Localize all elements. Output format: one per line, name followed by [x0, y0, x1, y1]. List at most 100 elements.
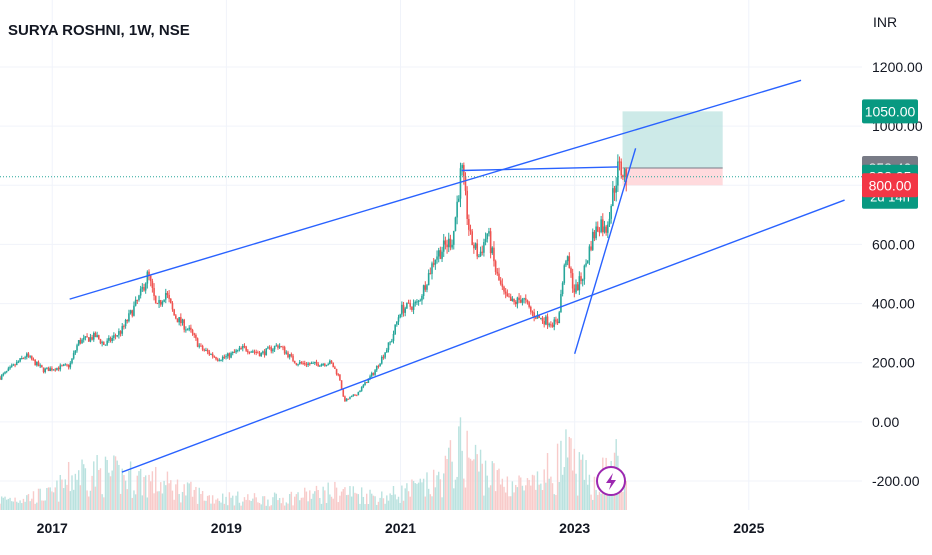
volume-bar [587, 484, 589, 510]
volume-bar [175, 484, 177, 510]
candle-body [468, 218, 470, 230]
volume-bars [0, 417, 627, 510]
volume-bar [340, 491, 343, 510]
volume-bar [411, 479, 413, 510]
volume-bar [310, 498, 313, 510]
candle-body [205, 350, 207, 352]
volume-bar [277, 500, 279, 510]
candle-body [7, 368, 10, 371]
volume-bar [222, 493, 224, 510]
candle-body [104, 344, 107, 346]
candle-body [56, 367, 58, 371]
volume-bar [588, 474, 591, 510]
candle-body [365, 382, 368, 384]
trendline-channel-lower [121, 199, 845, 473]
candle-body [54, 369, 57, 371]
candle-body [312, 362, 314, 364]
candle-body [240, 347, 242, 349]
candle-body [518, 297, 520, 300]
candle-body [501, 283, 504, 287]
volume-bar [24, 501, 26, 510]
candle-body [31, 356, 33, 360]
volume-bar [453, 488, 455, 510]
candle-body [37, 361, 40, 367]
volume-bar [253, 493, 256, 510]
volume-bar [265, 505, 267, 510]
volume-bar [461, 450, 463, 510]
candle-body [47, 367, 50, 372]
time-axis[interactable]: 2017 2019 2021 2023 2025 [37, 520, 765, 536]
candle-body [548, 324, 551, 326]
volume-bar [300, 497, 303, 510]
volume-bar [146, 497, 149, 510]
candle-body [610, 206, 612, 219]
candle-body [226, 353, 229, 357]
candle-body [486, 233, 489, 240]
candle-body [407, 302, 410, 304]
volume-bar [242, 501, 244, 510]
volume-bar [436, 475, 438, 510]
candle-body [588, 246, 591, 261]
candle-body [193, 333, 196, 335]
volume-bar [0, 496, 3, 510]
candle-body [560, 293, 562, 313]
candle-body [139, 288, 142, 296]
candle-body [364, 382, 366, 386]
volume-bar [427, 488, 430, 510]
candle-body [183, 319, 185, 330]
volume-bar [334, 481, 336, 510]
volume-bar [558, 482, 560, 510]
volume-bar [439, 479, 442, 510]
candle-body [211, 353, 214, 357]
volume-bar [99, 468, 102, 510]
volume-bar [4, 496, 6, 510]
volume-bar [84, 468, 87, 510]
candle-body [459, 168, 462, 199]
trendline-rising-support [573, 148, 637, 355]
candle-body [380, 356, 383, 364]
candle-body [519, 299, 522, 303]
candle-body [571, 273, 574, 289]
volume-bar [103, 497, 105, 510]
candle-body [250, 351, 252, 353]
volume-bar [359, 503, 361, 510]
candle-body [334, 367, 336, 369]
volume-bar [548, 478, 550, 510]
candle-body [310, 363, 313, 365]
volume-bar [216, 498, 219, 510]
volume-bar [468, 457, 470, 510]
volume-bar [109, 476, 112, 510]
volume-bar [91, 475, 93, 510]
price-badge-target [862, 99, 918, 124]
volume-bar [327, 482, 329, 510]
candle-body [466, 190, 468, 219]
volume-bar [205, 500, 207, 510]
volume-bar [573, 448, 576, 510]
volume-bar [243, 497, 246, 510]
volume-bar [267, 499, 269, 510]
candle-body [320, 364, 323, 366]
price-axis[interactable]: 1200.001000.00800.00600.00400.00200.000.… [872, 59, 923, 489]
candle-body [61, 365, 63, 367]
candle-body [528, 302, 530, 307]
volume-bar [421, 482, 423, 510]
volume-bar [550, 476, 552, 510]
candle-body [12, 364, 15, 366]
candle-body [473, 245, 475, 249]
candle-body [615, 185, 617, 193]
candle-body [553, 319, 556, 327]
volume-bar [56, 480, 58, 510]
trendlines[interactable] [69, 79, 845, 473]
candle-body [561, 282, 564, 294]
long-position-tool[interactable] [622, 111, 723, 186]
volume-bar [576, 495, 579, 510]
candles [0, 154, 628, 402]
lightning-icon[interactable] [596, 466, 626, 496]
candle-body [379, 363, 381, 367]
candle-body [225, 356, 227, 358]
candle-body [49, 368, 52, 372]
candle-body [396, 321, 398, 325]
candle-body [387, 342, 390, 350]
